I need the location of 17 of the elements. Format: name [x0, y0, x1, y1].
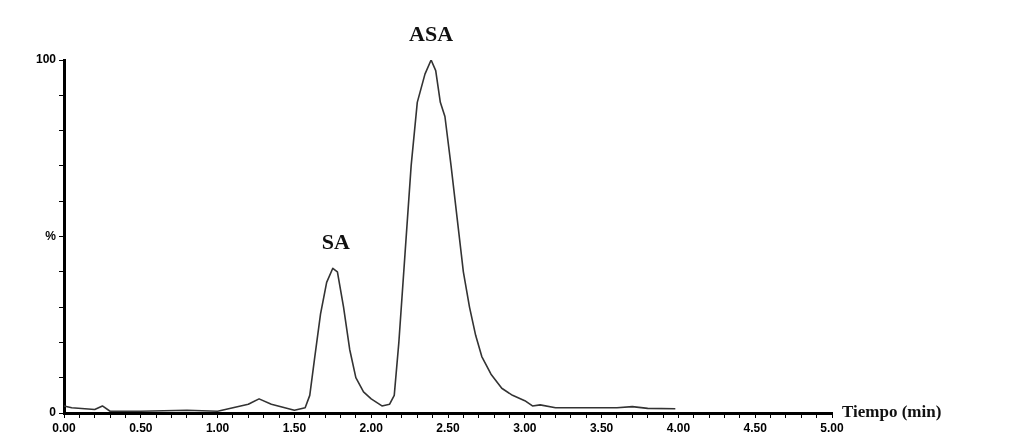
y-tick-label: 0 — [49, 405, 57, 420]
x-tick-label: 3.50 — [589, 420, 614, 435]
x-tick-label: 1.00 — [205, 420, 230, 435]
x-tick-label: 0.50 — [129, 420, 153, 435]
x-tick-label: 4.50 — [743, 420, 768, 435]
x-tick-label: 0.00 — [52, 420, 76, 435]
annotation: SA — [321, 228, 351, 254]
x-tick-label: 4.00 — [666, 420, 691, 435]
x-tick-label: 3.00 — [513, 420, 537, 435]
x-axis-title: Tiempo (min) — [842, 402, 942, 422]
y-tick-label: 100 — [35, 52, 57, 67]
annotation: ASA — [409, 20, 454, 46]
x-tick-label: 5.00 — [820, 420, 844, 435]
x-tick-label: 1.50 — [282, 420, 307, 435]
x-tick-label: 2.50 — [436, 420, 460, 435]
y-tick-label: % — [45, 228, 57, 243]
x-tick-label: 2.00 — [359, 420, 384, 435]
